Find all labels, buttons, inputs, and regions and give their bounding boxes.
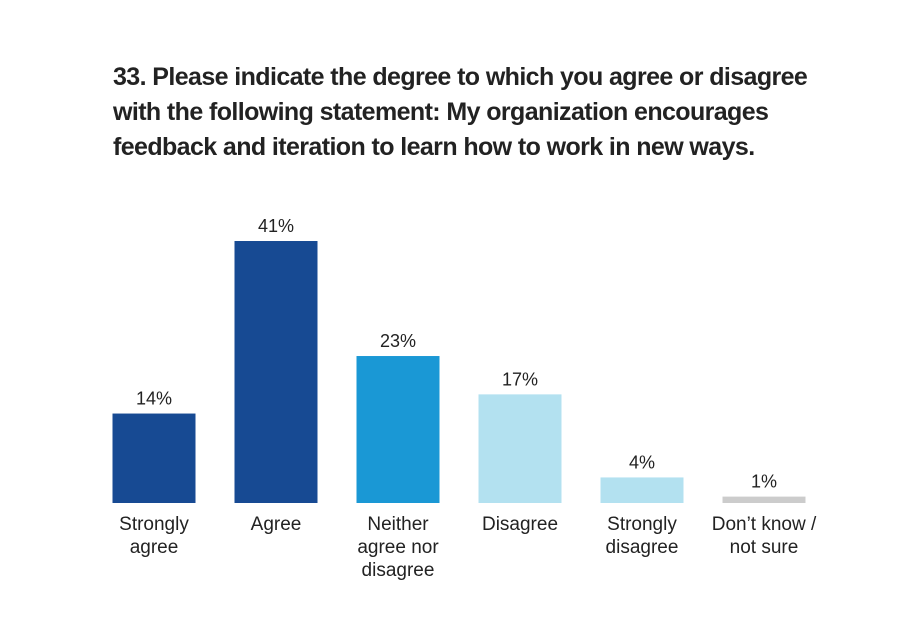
- chart-title: 33. Please indicate the degree to which …: [113, 63, 808, 161]
- bar: [356, 356, 440, 503]
- value-label: 1%: [751, 472, 777, 492]
- category-label: Neither agree nor disagree: [357, 514, 439, 581]
- bar: [722, 496, 806, 503]
- category-label: Don’t know / not sure: [711, 514, 817, 558]
- value-label: 14%: [136, 389, 172, 409]
- value-label: 23%: [380, 331, 416, 351]
- value-label: 41%: [258, 216, 294, 236]
- bar: [478, 394, 562, 503]
- bar: [600, 477, 684, 503]
- category-label: Disagree: [481, 514, 559, 535]
- bar: [112, 413, 196, 503]
- value-label: 4%: [629, 452, 655, 472]
- category-label: Strongly disagree: [605, 514, 679, 558]
- category-label: Strongly agree: [119, 514, 189, 558]
- category-label: Agree: [250, 514, 302, 535]
- value-label: 17%: [502, 369, 538, 389]
- bar: [234, 241, 318, 503]
